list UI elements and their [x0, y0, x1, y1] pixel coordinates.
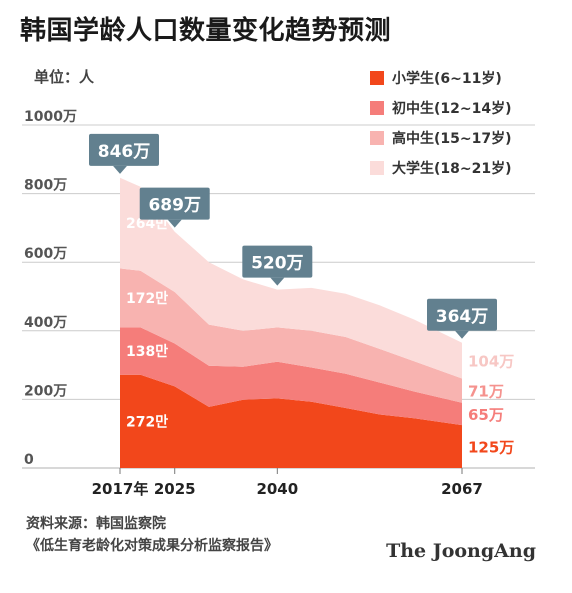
total-callout-label: 364万 — [436, 307, 489, 327]
legend-swatch-university — [370, 161, 384, 175]
y-tick-label: 1000万 — [24, 109, 77, 125]
legend-swatch-elementary — [370, 71, 384, 85]
area-university — [120, 177, 462, 379]
y-tick-label: 0 — [24, 452, 34, 468]
y-tick-label: 800万 — [24, 178, 67, 194]
area-layer — [120, 177, 462, 468]
legend-label-elementary: 小学生(6~11岁) — [392, 71, 502, 87]
unit-label: 单位：人 — [34, 68, 95, 86]
source-line-1: 资料来源：韩国监察院 — [26, 516, 166, 532]
segment-label-2017: 272만 — [126, 414, 168, 430]
label-layer: 272만 138만 172만 264만 125万 65万 71万 104万 846万 689万 52… — [89, 133, 514, 457]
area-elementary — [120, 374, 462, 468]
y-tick-label: 200万 — [24, 383, 67, 399]
legend-item-university: 大学生(18~21岁) — [370, 153, 512, 183]
segment-label-2017: 172만 — [126, 291, 168, 307]
end-label-2067: 71万 — [468, 383, 504, 401]
area-high — [120, 268, 462, 403]
y-tick-label: 400万 — [24, 315, 67, 331]
total-callout-label: 846万 — [98, 142, 151, 162]
x-tick-label: 2025 — [154, 480, 196, 498]
segment-label-2017: 138만 — [126, 344, 168, 360]
total-callout-box — [242, 245, 313, 278]
total-callout-box — [89, 133, 159, 166]
end-label-2067: 104万 — [468, 353, 514, 371]
total-callout-label: 689万 — [148, 196, 201, 216]
total-callout-pointer — [270, 277, 285, 286]
y-tick-label: 600万 — [24, 246, 67, 262]
legend-swatch-middle — [370, 101, 384, 115]
legend-label-high: 高中生(15~17岁) — [392, 131, 512, 147]
legend-item-middle: 初中生(12~14岁) — [370, 93, 512, 123]
source-line-2: 《低生育老龄化对策成果分析监察报告》 — [26, 538, 278, 554]
total-callout-label: 520万 — [251, 254, 304, 274]
legend-label-university: 大学生(18~21岁) — [392, 161, 512, 177]
total-callout-box — [427, 298, 497, 331]
chart-title: 韩国学龄人口数量变化趋势预测 — [20, 16, 392, 46]
total-callout-pointer — [113, 165, 127, 174]
end-label-2067: 65万 — [468, 406, 504, 424]
x-tick-label: 2040 — [256, 480, 298, 498]
legend-label-middle: 初中生(12~14岁) — [392, 101, 512, 117]
legend: 小学生(6~11岁) 初中生(12~14岁) 高中生(15~17岁) 大学生(1… — [370, 63, 512, 183]
legend-swatch-high — [370, 131, 384, 145]
total-callout-pointer — [455, 330, 469, 339]
x-tick-label: 2067 — [441, 480, 483, 498]
segment-label-2017: 264만 — [126, 216, 168, 232]
total-callout-box — [139, 187, 210, 220]
source-note: 资料来源：韩国监察院 《低生育老龄化对策成果分析监察报告》 — [26, 513, 278, 557]
area-middle — [120, 327, 462, 426]
total-callout-pointer — [167, 219, 182, 228]
brand-logo: The JoongAng — [386, 540, 536, 562]
end-label-2067: 125万 — [468, 439, 514, 457]
legend-item-high: 高中生(15~17岁) — [370, 123, 512, 153]
legend-item-elementary: 小学生(6~11岁) — [370, 63, 512, 93]
x-tick-label: 2017年 — [92, 480, 149, 498]
